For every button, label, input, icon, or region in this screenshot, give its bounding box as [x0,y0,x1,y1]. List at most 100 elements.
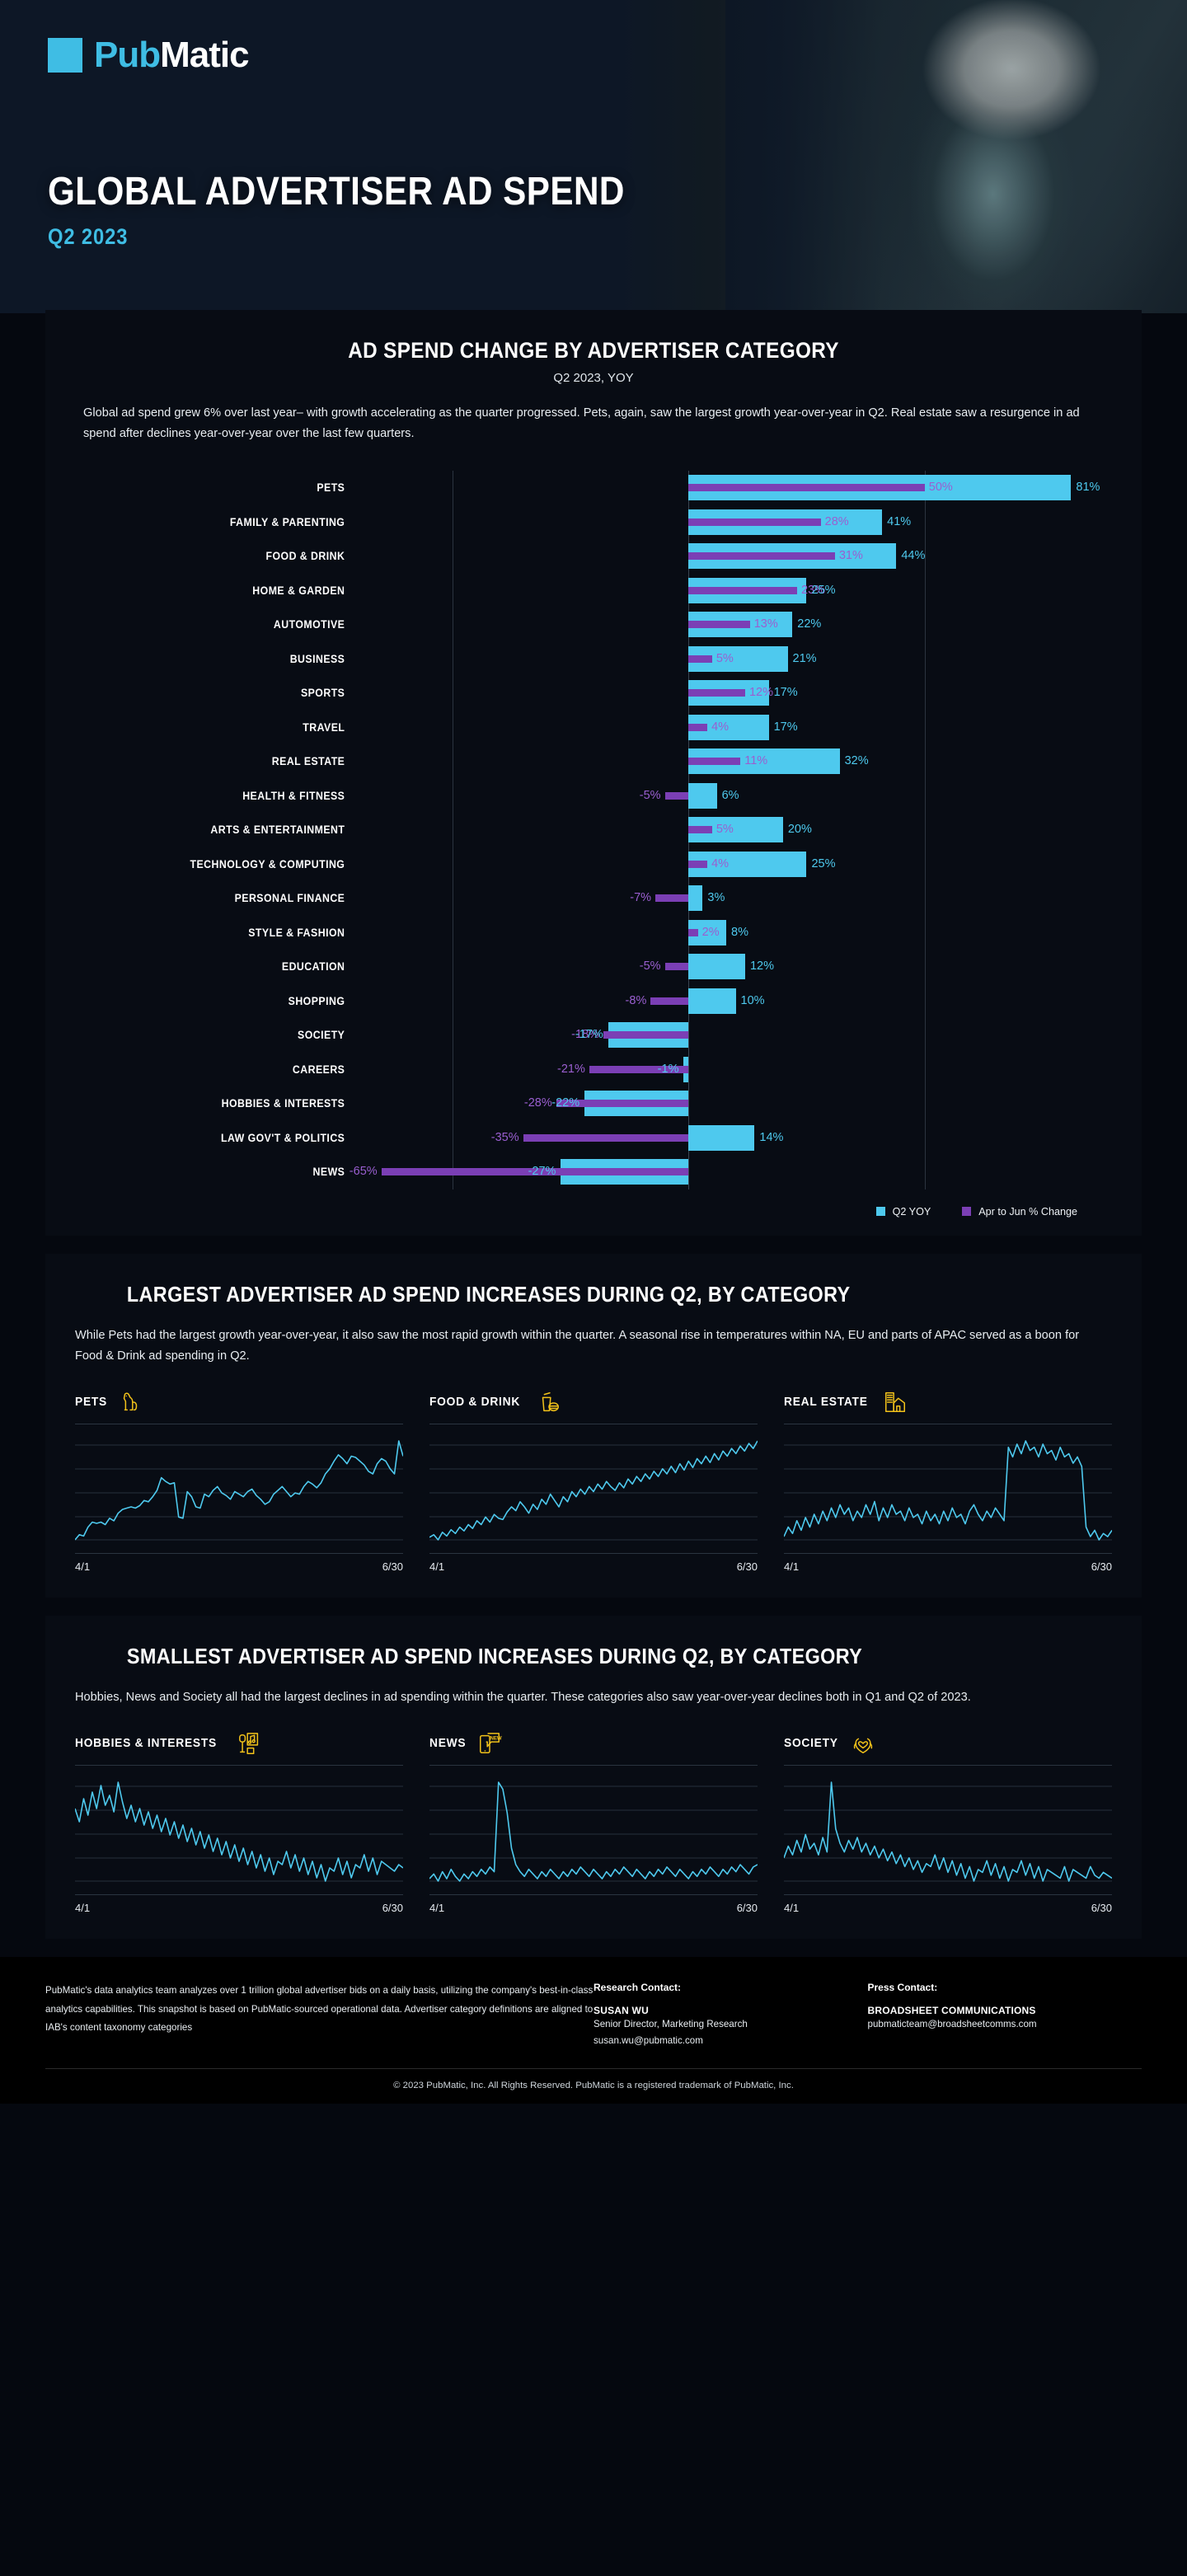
bar-apr-jun-change [664,791,689,800]
chart-legend: Q2 YOY Apr to Jun % Change [45,1206,1077,1218]
sparkline-card-bot-0: HOBBIES & INTERESTS 4/1 6/30 [75,1729,403,1914]
bar-track: 4% 25% [358,847,1114,882]
bar-apr-jun-change [523,1133,689,1142]
bar-track: 23% 25% [358,574,1114,608]
axis-label-start: 4/1 [429,1901,445,1914]
page-subtitle: Q2 2023 [48,224,129,249]
phone-news-icon: NEWS [477,1731,502,1756]
legend-item-q2-yoy: Q2 YOY [875,1206,931,1218]
bar-track: -5% 12% [358,950,1114,984]
axis-label-end: 6/30 [736,1560,758,1573]
buildings-icon [883,1390,908,1415]
section3-title: SMALLEST ADVERTISER AD SPEND INCREASES D… [126,1643,863,1668]
bar-label-apr-jun: 50% [928,481,953,495]
sparkline-card-bot-2: SOCIETY 4/1 6/30 [784,1729,1112,1914]
bar-label-q2-yoy: 41% [887,514,912,528]
sparkline-title: FOOD & DRINK [429,1395,521,1410]
footer-divider [45,2067,1142,2069]
hands-heart-icon [851,1731,875,1756]
sparkline-title: PETS [75,1395,107,1410]
smallest-increases-panel: SMALLEST ADVERTISER AD SPEND INCREASES D… [45,1615,1142,1939]
bar-category-label: SOCIETY [298,1029,345,1042]
bar-label-apr-jun: 12% [748,686,773,700]
bar-track: 5% 20% [358,813,1114,847]
press-contact-heading: Press Contact: [867,1981,938,1993]
sparkline-axis: 4/1 6/30 [429,1893,758,1914]
sparkline-axis: 4/1 6/30 [75,1552,403,1573]
legend-label-apr-jun: Apr to Jun % Change [978,1205,1077,1218]
bar-category-label: PERSONAL FINANCE [234,892,345,905]
bar-label-q2-yoy: 44% [901,549,926,563]
bar-apr-jun-change [655,894,689,903]
sparkline-plot [429,1772,758,1886]
bar-track: -18% -17% [358,1018,1114,1053]
smallest-sparkline-row: HOBBIES & INTERESTS 4/1 6/30 NEWS NEWS 4/1 6/3… [75,1729,1112,1914]
bar-apr-jun-change [688,586,797,594]
research-contact-email[interactable]: susan.wu@pubmatic.com [594,2035,703,2047]
sparkline-header: SOCIETY [784,1729,1112,1766]
bar-label-q2-yoy: 21% [792,651,817,665]
axis-label-end: 6/30 [382,1901,403,1914]
bar-track: 12% 17% [358,676,1114,711]
logo-square-icon [48,38,82,73]
bar-category-label: EDUCATION [281,960,345,974]
bar-label-apr-jun: 4% [711,720,730,734]
footer-disclaimer: PubMatic's data analytics team analyzes … [45,1984,594,2034]
bar-track: -65% -27% [350,1155,1114,1189]
burger-drink-icon [537,1390,561,1415]
bar-chart-row: FOOD & DRINK 31% 44% [73,539,1114,574]
sparkline-header: NEWS NEWS [429,1729,758,1766]
bar-chart-panel: AD SPEND CHANGE BY ADVERTISER CATEGORY Q… [45,310,1142,1236]
bar-label-apr-jun: -35% [490,1130,519,1144]
sparkline-title: NEWS [429,1736,467,1751]
bar-category-label: PETS [317,481,345,495]
bar-label-q2-yoy: -1% [657,1062,679,1076]
sparkline-title: HOBBIES & INTERESTS [75,1736,217,1751]
section2-paragraph: While Pets had the largest growth year-o… [75,1328,1080,1363]
bar-chart-row: REAL ESTATE 11% 32% [73,744,1114,779]
sparkline-header: FOOD & DRINK [429,1388,758,1424]
sparkline-plot [784,1431,1112,1545]
axis-label-end: 6/30 [1091,1901,1112,1914]
bar-label-q2-yoy: 32% [844,754,869,768]
axis-label-end: 6/30 [1091,1560,1112,1573]
bar-category-label: FOOD & DRINK [265,550,345,563]
logo-matic-text: Matic [160,35,249,75]
bar-category-label: TECHNOLOGY & COMPUTING [190,857,345,870]
music-mic-icon [237,1731,262,1756]
bar-q2-yoy [688,885,703,912]
bar-chart-row: SOCIETY -18% -17% [73,1018,1114,1053]
bar-q2-yoy [688,782,717,809]
sparkline-plot [784,1772,1112,1886]
bar-category-label: ARTS & ENTERTAINMENT [210,823,345,837]
bar-category-label: NEWS [312,1166,345,1179]
bar-label-apr-jun: -18% [571,1028,600,1042]
bar-label-apr-jun: -21% [556,1062,585,1076]
bar-track: -21% -1% [358,1053,1114,1087]
section1-title: AD SPEND CHANGE BY ADVERTISER CATEGORY [348,338,839,363]
bar-chart-row: EDUCATION -5% 12% [73,950,1114,984]
sparkline-card-top-2: REAL ESTATE 4/1 6/30 [784,1388,1112,1573]
sparkline-axis: 4/1 6/30 [75,1893,403,1914]
bar-track: 31% 44% [358,539,1114,574]
bar-label-apr-jun: 13% [753,617,778,631]
bar-apr-jun-change [603,1031,689,1039]
largest-sparkline-row: PETS 4/1 6/30 FOOD & DRINK 4/1 6/30 REAL ESTAT… [75,1388,1112,1573]
bar-label-apr-jun: 5% [715,823,734,837]
bar-category-label: HEALTH & FITNESS [242,789,345,802]
bar-label-apr-jun: 28% [824,514,849,528]
axis-label-start: 4/1 [784,1560,800,1573]
sparkline-card-top-0: PETS 4/1 6/30 [75,1388,403,1573]
axis-label-start: 4/1 [75,1560,91,1573]
sparkline-axis: 4/1 6/30 [784,1893,1112,1914]
page-footer: PubMatic's data analytics team analyzes … [0,1956,1187,2104]
press-contact-email[interactable]: pubmaticteam@broadsheetcomms.com [867,2018,1037,2029]
bar-label-apr-jun: 5% [715,651,734,665]
bar-label-q2-yoy: 8% [731,925,748,939]
sparkline-header: REAL ESTATE [784,1388,1112,1424]
bar-apr-jun-change [688,928,698,936]
bar-label-apr-jun: 23% [801,583,826,597]
bar-q2-yoy [688,988,736,1014]
hero-header: PubMatic GLOBAL ADVERTISER AD SPEND Q2 2… [0,0,1187,313]
bar-apr-jun-change [556,1100,689,1108]
